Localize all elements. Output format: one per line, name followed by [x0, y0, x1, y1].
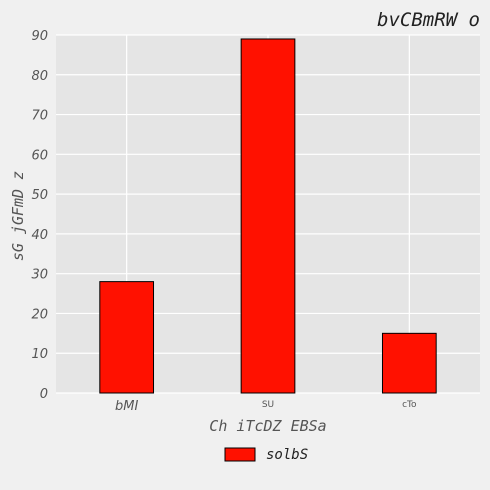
y-tick-label: 20: [31, 307, 48, 322]
y-tick-label: 70: [31, 109, 48, 124]
y-tick-label: 10: [31, 347, 48, 362]
y-tick-label: 80: [31, 69, 48, 84]
x-axis-label: Ch iTcDZ EBSa: [209, 417, 326, 435]
legend-swatch: [224, 447, 256, 462]
bar-cto: [381, 332, 437, 394]
bars: [99, 38, 437, 394]
legend-label-solbs: solbS: [266, 447, 308, 463]
y-axis-ticks: 0 10 20 30 40 50 60 70 80 90: [31, 29, 48, 402]
y-tick-label: 50: [31, 188, 48, 203]
legend: solbS: [224, 447, 308, 463]
bar-bmi: [99, 281, 155, 394]
x-tick-label-bmi: bMI: [115, 399, 138, 414]
y-tick-label: 0: [40, 387, 48, 402]
y-tick-label: 30: [31, 268, 48, 283]
y-tick-label: 40: [31, 228, 48, 243]
x-tick-label-su: SU: [262, 400, 274, 410]
chart-title: bvCBmRW o: [377, 9, 480, 31]
y-tick-label: 60: [31, 148, 48, 163]
y-tick-label: 90: [31, 29, 48, 44]
x-tick-label-cto: cTo: [402, 400, 417, 410]
y-axis-label: sG jGFmD z: [9, 171, 27, 261]
bar-su: [240, 38, 296, 394]
x-axis-ticks: bMI SU cTo: [115, 399, 417, 414]
